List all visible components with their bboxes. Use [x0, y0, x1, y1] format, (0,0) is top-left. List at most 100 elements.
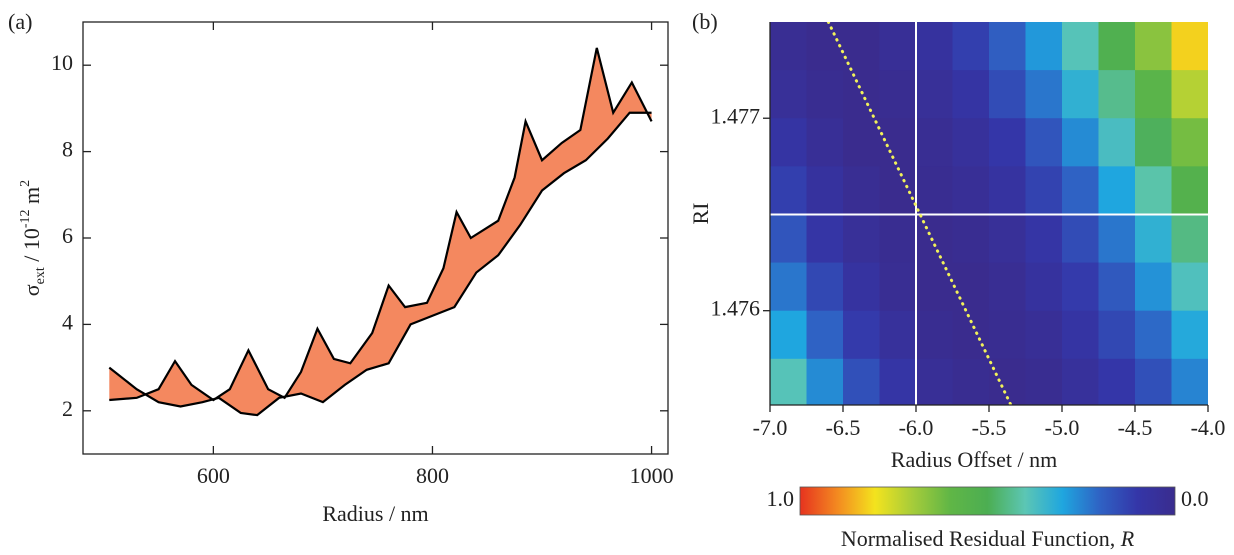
panel-label: (b) [692, 9, 718, 34]
y-tick-label: 1.476 [711, 296, 761, 321]
scatter-band [109, 47, 652, 416]
heatmap-cell [806, 118, 844, 167]
heatmap-cell [952, 310, 990, 360]
heatmap-cell [843, 118, 881, 167]
heatmap-cell [1098, 166, 1136, 216]
heatmap-cell [989, 310, 1027, 360]
heatmap-cell [1062, 214, 1100, 264]
heatmap-cell [952, 214, 990, 264]
heatmap-cell [1135, 22, 1173, 71]
heatmap-cell [1135, 310, 1173, 360]
heatmap-cell [1098, 310, 1136, 360]
heatmap-cell [843, 310, 881, 360]
heatmap-cell [1062, 310, 1100, 360]
heatmap-cell [1135, 214, 1173, 264]
heatmap-cell [806, 358, 844, 405]
heatmap-cell [770, 214, 808, 264]
heatmap-cell [1098, 214, 1136, 264]
x-tick-label: -4.5 [1118, 415, 1153, 440]
y-tick-label: 8 [62, 137, 73, 162]
heatmap-cell [879, 70, 917, 119]
heatmap-cell [1135, 262, 1173, 312]
heatmap-cell [952, 70, 990, 119]
x-tick-label: -5.0 [1045, 415, 1080, 440]
heatmap-cell [1062, 22, 1100, 71]
y-tick-label: 6 [62, 223, 73, 248]
heatmap-cell [916, 22, 954, 71]
heatmap-cell [1171, 70, 1208, 119]
heatmap-cell [1098, 22, 1136, 71]
heatmap-cell [843, 166, 881, 216]
x-tick-label: 800 [416, 463, 449, 488]
heatmap-cell [989, 22, 1027, 71]
heatmap-cell [1062, 118, 1100, 167]
y-axis-label: σext / 10-12 m2 [18, 180, 48, 296]
heatmap-cell [1171, 22, 1208, 71]
heatmap-cell [1025, 22, 1063, 71]
y-axis-label-part: ext [33, 267, 48, 284]
y-axis-label-part: m [19, 187, 44, 210]
heatmap-cell [1098, 70, 1136, 119]
heatmap-cell [1025, 214, 1063, 264]
x-axis-label: Radius / nm [322, 501, 428, 526]
colorbar-label: Normalised Residual Function, R [841, 526, 1135, 551]
heatmap-cell [1135, 166, 1173, 216]
heatmap-cell [806, 262, 844, 312]
heatmap-cell [770, 118, 808, 167]
y-axis-label-part: -12 [18, 209, 33, 228]
y-axis-label-part: / 10 [19, 228, 44, 267]
colorbar-tick-label: 1.0 [767, 486, 795, 511]
y-tick-label: 1.477 [711, 103, 761, 128]
y-tick-label: 2 [62, 396, 73, 421]
heatmap-cell [916, 214, 954, 264]
panel-label: (a) [8, 9, 32, 34]
heatmap-area [770, 22, 1208, 405]
heatmap-cell [1062, 70, 1100, 119]
colorbar-tick-label: 0.0 [1181, 486, 1209, 511]
heatmap-cell [806, 214, 844, 264]
heatmap-cell [1025, 358, 1063, 405]
heatmap-cell [1098, 118, 1136, 167]
heatmap-cell [952, 358, 990, 405]
heatmap-cell [843, 262, 881, 312]
heatmap-cell [989, 70, 1027, 119]
x-tick-label: -5.5 [972, 415, 1007, 440]
fit-line [826, 22, 1013, 405]
heatmap-cell [770, 22, 808, 71]
colorbar-label-symbol: R [1120, 526, 1135, 551]
y-axis-label-part: σ [19, 284, 44, 296]
heatmap-cell [916, 70, 954, 119]
heatmap-cell [1098, 262, 1136, 312]
heatmap-cell [770, 262, 808, 312]
heatmap-cell [1135, 70, 1173, 119]
heatmap-cell [1062, 358, 1100, 405]
heatmap-cell [916, 166, 954, 216]
heatmap-cell [989, 358, 1027, 405]
colorbar-label-text: Normalised Residual Function, [841, 526, 1121, 551]
colorbar [799, 486, 1176, 516]
heatmap-cell [843, 70, 881, 119]
heatmap-cell [879, 310, 917, 360]
heatmap-cell [1171, 262, 1208, 312]
heatmap-cell [1098, 358, 1136, 405]
x-axis-label: Radius Offset / nm [891, 447, 1057, 472]
heatmap-cell [806, 166, 844, 216]
heatmap-cell [843, 358, 881, 405]
x-tick-label: 1000 [630, 463, 674, 488]
heatmap-cell [879, 166, 917, 216]
heatmap-cell [1135, 358, 1173, 405]
heatmap-cell [916, 262, 954, 312]
heatmap-cell [1025, 166, 1063, 216]
x-tick-label: 600 [197, 463, 230, 488]
heatmap-cell [843, 214, 881, 264]
y-axis-label-part: 2 [18, 180, 33, 187]
y-tick-label: 4 [62, 309, 73, 334]
heatmap-cell [1062, 262, 1100, 312]
heatmap-cell [879, 214, 917, 264]
line [108, 111, 652, 417]
heatmap-cell [1171, 118, 1208, 167]
heatmap-cell [989, 166, 1027, 216]
heatmap-cell [952, 118, 990, 167]
heatmap-cell [916, 310, 954, 360]
